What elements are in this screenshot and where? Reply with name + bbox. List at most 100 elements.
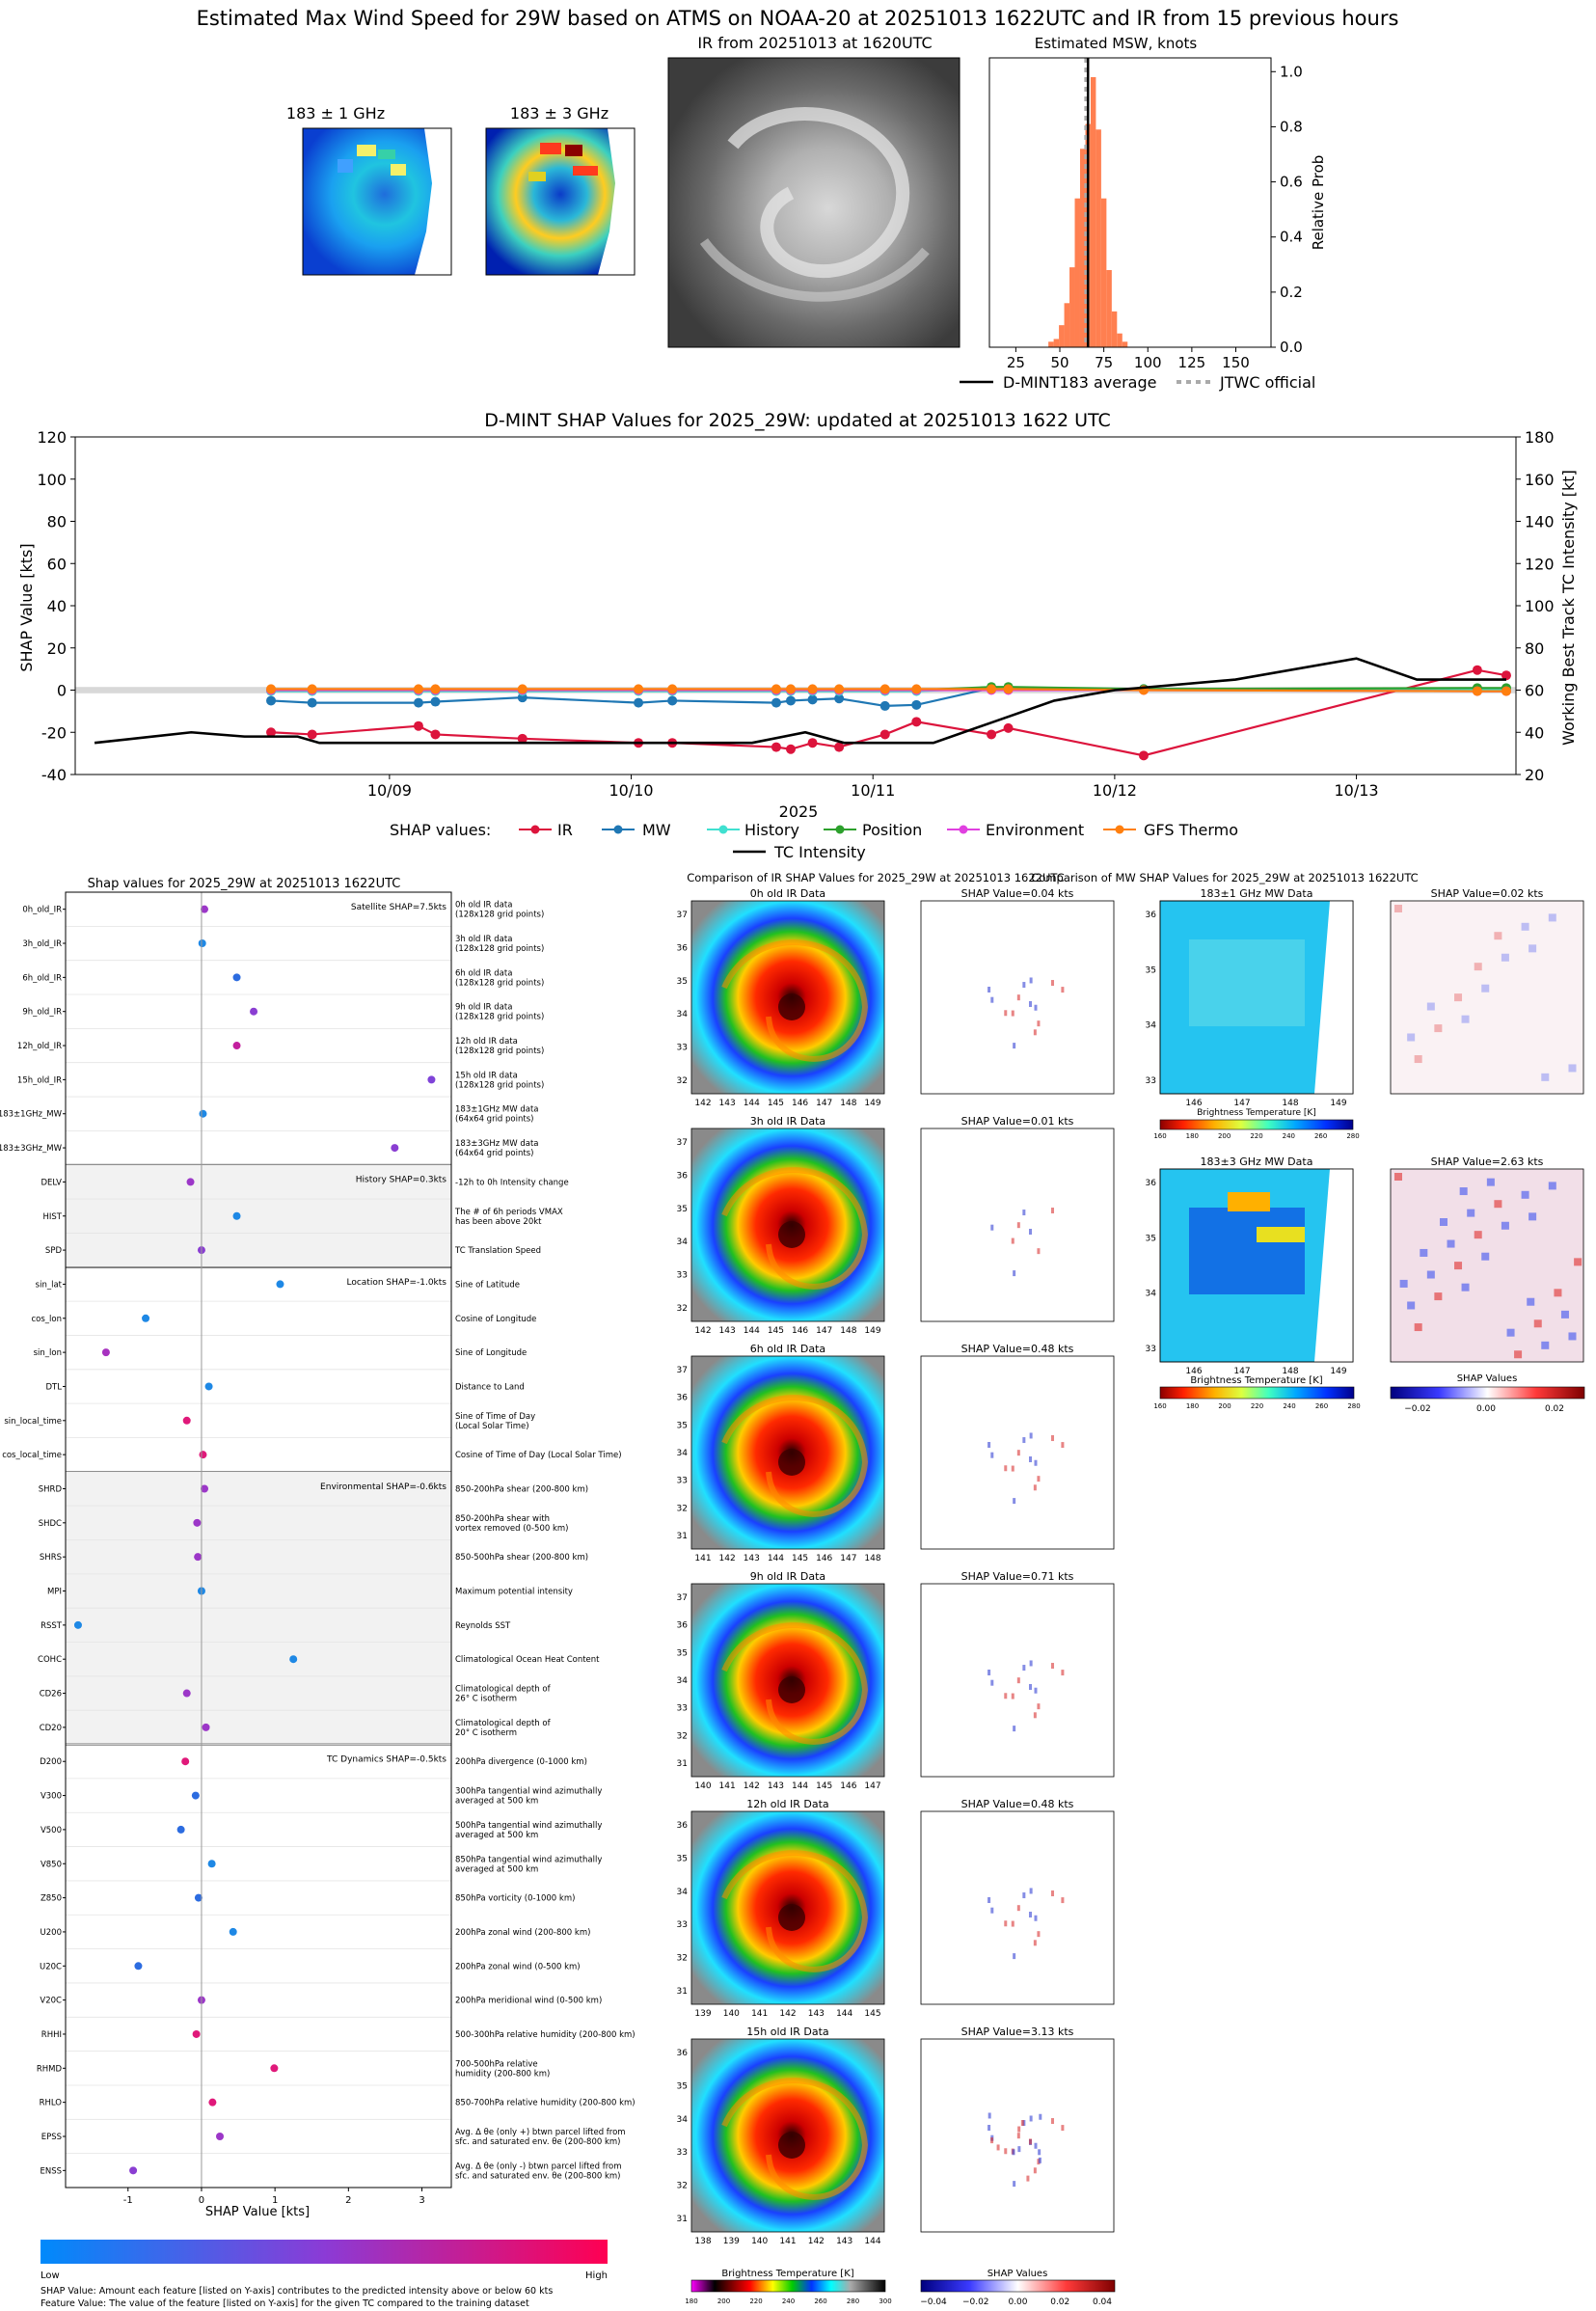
histogram-bar [1090, 77, 1096, 347]
ir-ytick-label: 31 [677, 2215, 688, 2224]
feature-description: Reynolds SST [455, 1621, 511, 1631]
mw-swath-edge [1314, 1169, 1353, 1362]
ir-shap-title: SHAP Value=0.01 kts [961, 1115, 1074, 1128]
mw-tb-tick-label: 200 [1218, 1402, 1231, 1410]
mw-compare-title: Comparison of MW SHAP Values for 2025_29… [1031, 871, 1418, 884]
shap-speck [987, 1897, 991, 1904]
histogram-ytick-label: 0.4 [1280, 229, 1303, 246]
feature-description: (128x128 grid points) [455, 1047, 544, 1056]
ir-xtick-label: 148 [840, 1326, 856, 1336]
mw-shap-speck [1533, 1319, 1542, 1328]
mw-shap-speck [1574, 1258, 1582, 1266]
mw-tb-tick-label: 220 [1250, 1132, 1262, 1140]
ir-compare-title: Comparison of IR SHAP Values for 2025_29… [687, 871, 1065, 884]
shap-speck [996, 2144, 1000, 2151]
feature-shap-point [270, 2064, 279, 2073]
histogram-bar [1074, 198, 1080, 347]
series-point [1472, 665, 1482, 675]
timeseries-title: D-MINT SHAP Values for 2025_29W: updated… [484, 410, 1111, 431]
feature-name: 9h_old_IR [22, 1008, 62, 1018]
ir-ytick-label: 37 [677, 1138, 688, 1148]
shap-speck [1037, 1931, 1041, 1938]
group-shade [66, 1164, 451, 1267]
ir-tb-tick-label: 200 [717, 2297, 730, 2305]
ir-shap-title: SHAP Value=0.48 kts [961, 1798, 1074, 1810]
feature-description: 500-300hPa relative humidity (200-800 km… [455, 2030, 636, 2040]
mw-xtick-label: 146 [1185, 1367, 1202, 1376]
feature-description: 200hPa zonal wind (0-500 km) [455, 1962, 581, 1971]
mw-tb-tick-label: 260 [1315, 1402, 1328, 1410]
ir-xtick-label: 143 [808, 2009, 825, 2019]
feature-shap-point [250, 1007, 258, 1016]
feature-description: 200hPa zonal wind (200-800 km) [455, 1928, 590, 1938]
feature-xtick-label: 1 [272, 2195, 278, 2206]
timeseries-ylabel: SHAP Value [kts] [17, 543, 36, 671]
feature-description: sfc. and saturated env. θe (200-800 km) [455, 2171, 621, 2181]
feature-shap-point [182, 1416, 191, 1425]
feature-xtick-label: 2 [345, 2195, 351, 2206]
feature-name: V300 [41, 1792, 62, 1802]
ir-ytick-label: 33 [677, 1477, 688, 1486]
note-feature-value: Feature Value: The value of the feature … [41, 2298, 529, 2309]
svg-text:GFS Thermo: GFS Thermo [1144, 821, 1238, 839]
ir-ytick-label: 36 [677, 1394, 689, 1403]
shap-speck [1017, 2126, 1021, 2133]
feature-name: SHRS [40, 1553, 62, 1563]
feature-name: cos_lon [31, 1315, 62, 1324]
feature-shap-point [193, 1518, 202, 1527]
ir-xtick-label: 145 [768, 1326, 784, 1336]
series-point [771, 742, 781, 752]
series-point [807, 684, 818, 694]
series-point [834, 693, 845, 704]
feature-description: Avg. Δ θe (only -) btwn parcel lifted fr… [455, 2161, 622, 2171]
ir-data-title: 3h old IR Data [750, 1115, 825, 1128]
legend-tc-intensity: TC Intensity [733, 843, 866, 861]
series-point [807, 694, 818, 705]
feature-shap-point [134, 1962, 143, 1971]
ir-data-title: 0h old IR Data [750, 887, 825, 900]
ytick-label: 80 [47, 513, 67, 531]
shap-speck [1029, 977, 1033, 984]
feature-name: 3h_old_IR [22, 939, 62, 949]
series-point [911, 699, 922, 710]
feature-shap-point [199, 1109, 207, 1118]
feature-name: DTL [46, 1382, 63, 1392]
mw-shap-speck [1494, 932, 1502, 940]
shap-speck [1013, 1953, 1016, 1960]
feature-shap-point [182, 1689, 191, 1698]
histogram-ytick-label: 0.0 [1280, 339, 1303, 356]
feature-description: Sine of Latitude [455, 1280, 520, 1290]
ir-shap-tick-label: 0.04 [1093, 2297, 1112, 2307]
ir-xtick-label: 142 [808, 2237, 825, 2246]
mw-shap-colorbar-label: SHAP Values [1457, 1373, 1518, 1384]
feature-shap-point [207, 1860, 216, 1868]
ytick-right-label: 20 [1525, 766, 1544, 784]
mw-shap-speck [1447, 1239, 1455, 1248]
ir-xtick-label: 144 [864, 2237, 880, 2246]
feature-name: 6h_old_IR [22, 973, 62, 983]
histogram-ytick-label: 0.8 [1280, 118, 1303, 135]
feature-description: humidity (200-800 km) [455, 2069, 550, 2079]
feature-description: 300hPa tangential wind azimuthally [455, 1787, 602, 1797]
spiral-band [721, 1622, 869, 1745]
mw3-thumbnail: 183 ± 3 GHz [485, 104, 636, 276]
ytick-label: 40 [47, 597, 67, 615]
shap-speck [1016, 1222, 1020, 1229]
mw-shap-speck [1541, 1073, 1550, 1081]
storm-core [778, 1904, 805, 1931]
feature-description: (Local Solar Time) [455, 1422, 529, 1431]
ir-xtick-label: 148 [840, 1099, 856, 1108]
feature-shap-point [129, 2166, 138, 2175]
feature-shap-point [391, 1144, 399, 1153]
series-point [1472, 686, 1482, 696]
mw-ytick-label: 36 [1146, 1179, 1157, 1188]
ir-xtick-label: 147 [816, 1326, 832, 1336]
ytick-label: -40 [41, 766, 67, 784]
feature-description: vortex removed (0-500 km) [455, 1524, 568, 1534]
ir-ytick-label: 34 [677, 1237, 689, 1247]
feature-name: CD26 [40, 1690, 62, 1699]
feature-description: Maximum potential intensity [455, 1588, 573, 1597]
ir-ytick-label: 34 [677, 1010, 689, 1020]
shap-speck [1011, 1465, 1014, 1472]
shap-speck [1016, 1677, 1020, 1684]
